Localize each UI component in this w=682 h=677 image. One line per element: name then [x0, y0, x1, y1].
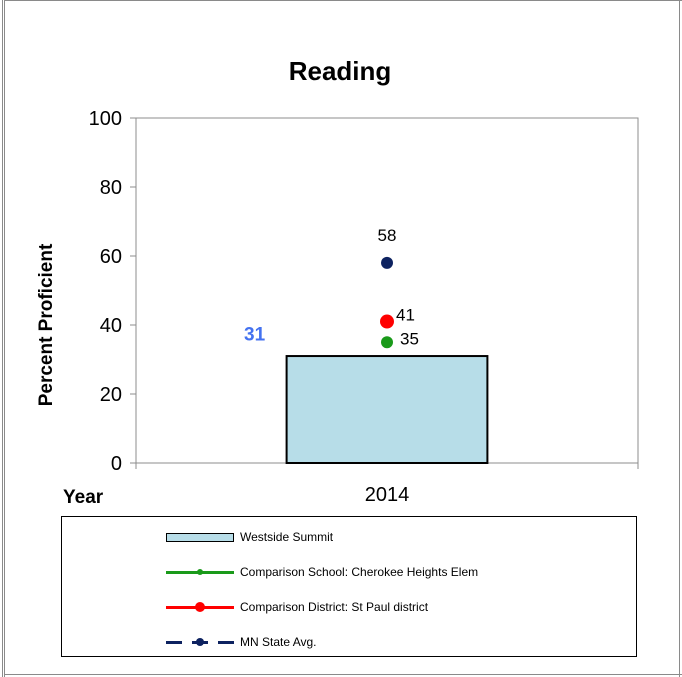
point-data-label: 58	[378, 226, 397, 245]
legend-bar-swatch	[166, 531, 234, 543]
frame-top-border	[4, 0, 682, 1]
chart-legend: Westside Summit Comparison School: Chero…	[61, 516, 637, 657]
point-data-label: 35	[400, 329, 419, 348]
data-point	[380, 314, 394, 329]
legend-label-comparison-district: Comparison District: St Paul district	[240, 600, 429, 614]
data-point	[381, 256, 393, 269]
legend-item-state-avg: MN State Avg.	[166, 634, 316, 650]
legend-item-comparison-district: Comparison District: St Paul district	[166, 599, 428, 615]
y-tick-label: 40	[100, 315, 122, 337]
x-tick-label: 2014	[365, 484, 410, 506]
legend-label-westside-summit: Westside Summit	[240, 530, 334, 544]
chart-title: Reading	[289, 56, 392, 86]
y-tick-label: 0	[111, 453, 122, 475]
legend-label-comparison-school: Comparison School: Cherokee Heights Elem	[240, 565, 479, 579]
legend-label-state-avg: MN State Avg.	[240, 635, 317, 649]
point-data-label: 41	[396, 306, 415, 325]
frame-right-border	[679, 0, 680, 677]
y-tick-label: 20	[100, 384, 122, 406]
frame-bottom-border	[4, 674, 682, 675]
bar	[285, 355, 489, 464]
x-axis-label: Year	[63, 487, 104, 508]
data-point	[381, 336, 393, 349]
y-tick-label: 100	[89, 108, 122, 130]
y-tick-label: 80	[100, 177, 122, 199]
frame-left-border	[2, 0, 5, 677]
legend-state-swatch	[166, 636, 234, 648]
legend-school-swatch	[166, 566, 234, 578]
legend-item-bar: Westside Summit	[166, 529, 333, 545]
y-axis-label: Percent Proficient	[36, 243, 57, 406]
legend-item-comparison-school: Comparison School: Cherokee Heights Elem	[166, 564, 478, 580]
y-tick-label: 60	[100, 246, 122, 268]
legend-district-swatch	[166, 601, 234, 613]
bar-data-label: 31	[244, 325, 266, 346]
